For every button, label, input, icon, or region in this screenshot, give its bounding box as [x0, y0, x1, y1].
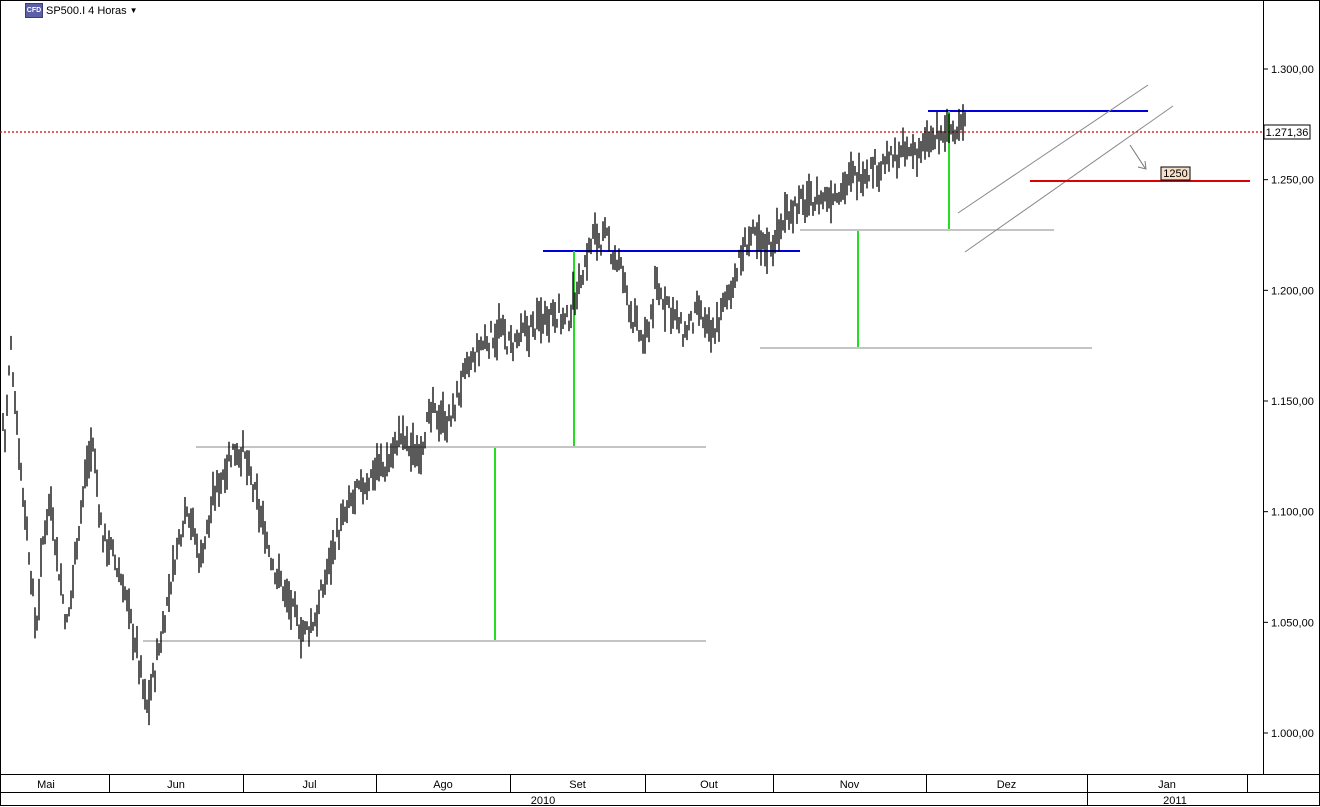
x-axis-months: Mai Jun Jul Ago Set Out Nov Dez Jan: [37, 775, 1248, 792]
y-tick-label: 1.000,00: [1271, 728, 1314, 740]
y-tick-label: 1.200,00: [1271, 285, 1314, 297]
target-badge[interactable]: 1250: [1160, 166, 1191, 181]
channel-upper-line[interactable]: [957, 84, 1149, 214]
x-month-label: Ago: [433, 779, 453, 791]
target-text: 1250: [1163, 168, 1187, 180]
x-axis-panel: [0, 774, 1320, 806]
x-month-label: Dez: [997, 779, 1017, 791]
price-bars: [2, 104, 966, 726]
x-year-label: 2011: [1163, 795, 1187, 807]
symbol-selector[interactable]: CFD SP500.I 4 Horas ▼: [25, 3, 138, 18]
x-month-label: Jun: [167, 779, 185, 791]
projection-arrow: [1129, 144, 1146, 169]
timeframe-label: 4 Horas: [88, 4, 127, 17]
current-price-badge: 1.271,36: [1263, 124, 1311, 140]
x-year-label: 2010: [531, 795, 555, 807]
y-tick-label: 1.300,00: [1271, 64, 1314, 76]
y-tick-label: 1.050,00: [1271, 617, 1314, 629]
symbol-label: SP500.I: [46, 4, 86, 17]
cfd-icon: CFD: [25, 3, 43, 18]
x-month-label: Nov: [840, 779, 860, 791]
arrow-head-icon: [1137, 160, 1147, 170]
plot-area: [0, 0, 1264, 775]
channel-lower-line[interactable]: [964, 105, 1174, 253]
y-tick-label: 1.150,00: [1271, 396, 1314, 408]
current-price-text: 1.271,36: [1266, 127, 1309, 139]
x-month-label: Jul: [302, 779, 316, 791]
x-month-label: Out: [700, 779, 718, 791]
y-axis-panel: [1263, 0, 1320, 775]
y-tick-label: 1.100,00: [1271, 507, 1314, 519]
x-month-label: Set: [569, 779, 586, 791]
x-month-label: Mai: [37, 779, 55, 791]
x-axis-years: 2010 2011: [531, 793, 1187, 807]
y-axis-ticks: 1.000,00 1.050,00 1.100,00 1.150,00 1.200,00…: [1263, 64, 1314, 740]
caret-down-icon: ▼: [129, 6, 138, 15]
x-month-label: Jan: [1158, 779, 1176, 791]
y-tick-label: 1.250,00: [1271, 175, 1314, 187]
